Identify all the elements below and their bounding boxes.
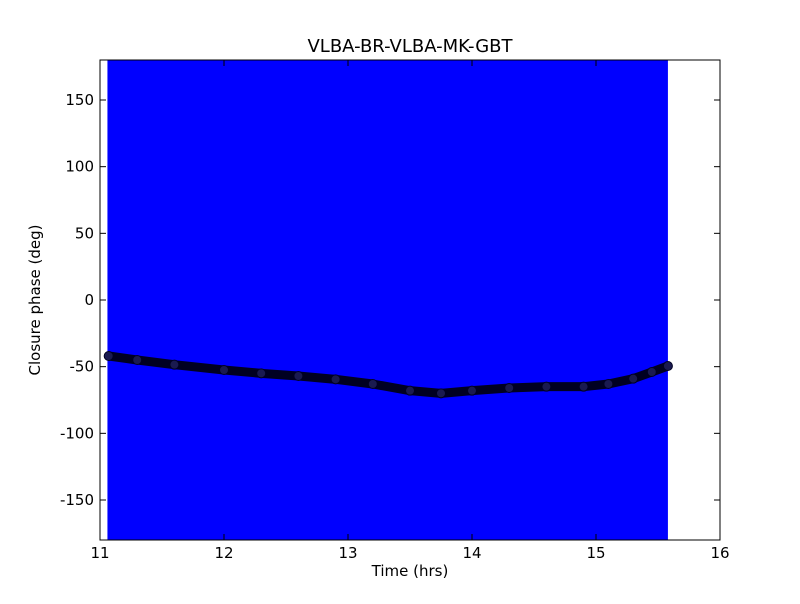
band [107, 60, 668, 540]
point [367, 379, 378, 389]
y-tick-label: -150 [60, 491, 94, 509]
y-axis-label: Closure phase (deg) [26, 225, 44, 376]
point [169, 359, 180, 370]
point [293, 371, 304, 381]
point [132, 355, 143, 365]
point [256, 368, 267, 379]
x-tick-label: 13 [338, 544, 357, 562]
x-tick-label: 15 [586, 544, 605, 562]
point [504, 383, 515, 393]
x-tick-label: 12 [214, 544, 233, 562]
y-tick-label: 0 [84, 291, 94, 309]
point [103, 351, 114, 361]
point [330, 374, 341, 385]
x-tick-label: 16 [710, 544, 729, 562]
x-tick-label: 11 [90, 544, 109, 562]
point [578, 381, 589, 392]
y-tick-label: -100 [60, 424, 94, 442]
point [219, 365, 229, 375]
point [628, 373, 639, 384]
point [405, 385, 415, 396]
point [541, 381, 552, 392]
chart-title: VLBA-BR-VLBA-MK-GBT [307, 36, 513, 57]
point [603, 379, 614, 389]
x-tick-label: 14 [462, 544, 481, 562]
y-tick-label: -50 [70, 358, 95, 376]
y-tick-label: 50 [75, 224, 94, 242]
y-tick-label: 100 [65, 158, 94, 176]
x-axis-label: Time (hrs) [371, 562, 449, 580]
point [646, 367, 657, 377]
point [467, 385, 477, 396]
y-tick-label: 150 [65, 91, 94, 109]
point [662, 361, 673, 371]
point [436, 388, 446, 399]
